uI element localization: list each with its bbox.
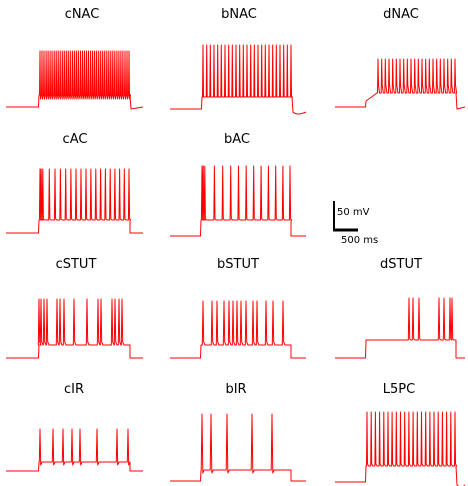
panel-title-bNAC: bNAC — [221, 7, 257, 22]
panel-title-cSTUT: cSTUT — [56, 257, 97, 272]
trace-bSTUT — [170, 300, 306, 359]
panel-title-dSTUT: dSTUT — [380, 257, 422, 272]
trace-cNAC — [6, 50, 144, 110]
trace-bNAC — [170, 44, 307, 115]
voltage-traces — [6, 44, 466, 486]
panel-title-cAC: cAC — [63, 132, 88, 147]
trace-bAC — [170, 165, 306, 237]
panel-title-dNAC: dNAC — [383, 7, 419, 22]
panel-title-bSTUT: bSTUT — [217, 257, 259, 272]
panel-title-L5PC: L5PC — [383, 382, 415, 397]
panel-title-bIR: bIR — [225, 382, 246, 397]
scale-bar-time-label: 500 ms — [341, 235, 378, 246]
trace-cSTUT — [6, 298, 143, 359]
panel-title-bAC: bAC — [224, 132, 250, 147]
trace-bIR — [170, 413, 306, 482]
trace-dSTUT — [335, 297, 465, 359]
trace-dNAC — [335, 58, 466, 110]
scale-bar-voltage-label: 50 mV — [337, 207, 370, 218]
trace-L5PC — [335, 411, 466, 486]
scale-bar: 50 mV 500 ms — [333, 201, 378, 246]
panel-title-cNAC: cNAC — [65, 7, 100, 22]
trace-cAC — [6, 168, 143, 234]
trace-cIR — [6, 428, 143, 472]
panel-title-cIR: cIR — [64, 382, 84, 397]
